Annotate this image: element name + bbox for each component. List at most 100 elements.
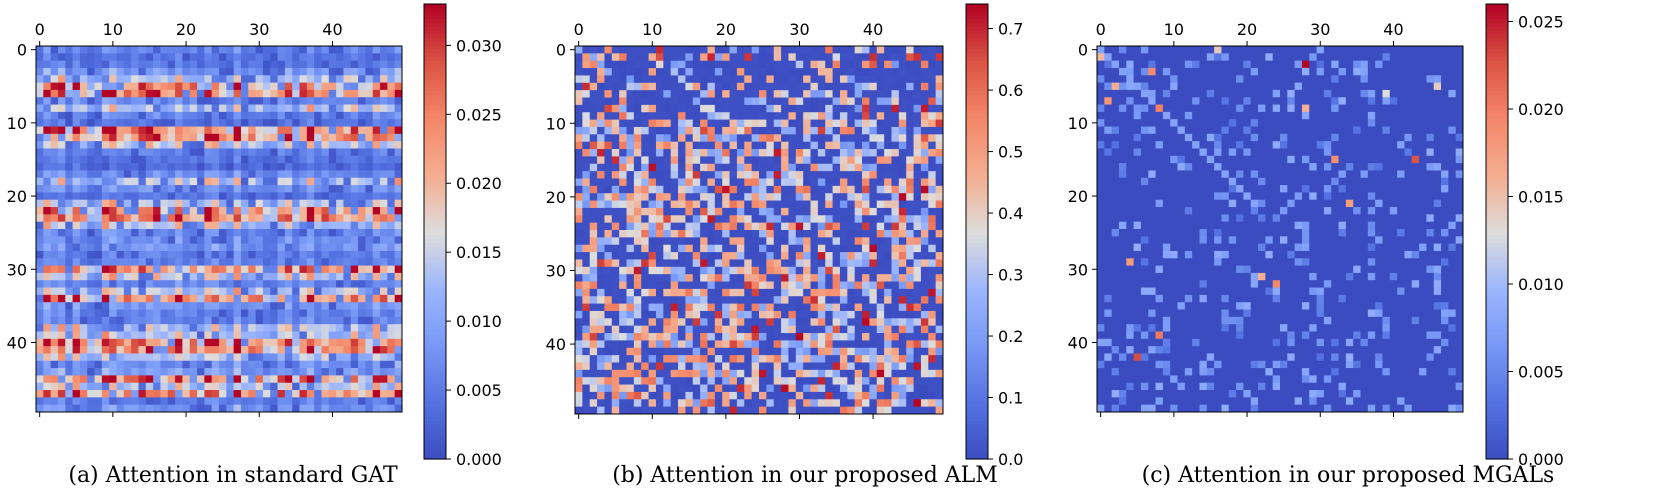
heatmap-cell <box>109 133 117 142</box>
heatmap-cell <box>663 237 672 246</box>
heatmap-cell <box>884 112 892 120</box>
heatmap-cell <box>240 214 249 223</box>
heatmap-cell <box>803 90 811 98</box>
heatmap-cell <box>94 199 103 208</box>
heatmap-cell <box>72 331 81 340</box>
heatmap-cell <box>589 266 598 275</box>
heatmap-cell <box>328 287 337 296</box>
heatmap-cell <box>678 259 686 268</box>
heatmap-cell <box>928 112 937 120</box>
heatmap-cell <box>387 163 396 171</box>
heatmap-cell <box>810 252 819 260</box>
heatmap-cell <box>619 46 627 54</box>
heatmap-cell <box>655 193 664 201</box>
heatmap-cell <box>109 368 117 376</box>
heatmap-cell <box>839 156 848 165</box>
heatmap-cell <box>707 178 716 187</box>
heatmap-cell <box>87 368 95 376</box>
heatmap-cell <box>648 171 657 179</box>
heatmap-cell <box>641 53 649 62</box>
heatmap-cell <box>626 252 635 260</box>
heatmap-cell <box>700 222 708 231</box>
heatmap-cell <box>611 325 620 334</box>
heatmap-cell <box>240 185 249 193</box>
heatmap-cell <box>79 82 88 91</box>
heatmap-cell <box>72 89 81 98</box>
heatmap-cell <box>663 215 672 224</box>
heatmap-cell <box>744 46 753 54</box>
heatmap-cell <box>898 185 907 194</box>
heatmap-cell <box>167 390 176 398</box>
heatmap-cell <box>920 193 929 201</box>
heatmap-cell <box>810 244 819 253</box>
heatmap-cell <box>358 141 366 149</box>
heatmap-cell <box>343 258 352 266</box>
heatmap-cell <box>262 316 271 325</box>
heatmap-cell <box>935 75 944 84</box>
heatmap-cell <box>36 75 44 83</box>
colorbar-segment <box>424 314 446 320</box>
heatmap-cell <box>611 384 620 393</box>
heatmap-cell <box>101 119 110 127</box>
heatmap-cell <box>729 90 738 98</box>
heatmap-cell <box>387 214 396 223</box>
heatmap-cell <box>109 302 117 310</box>
heatmap-cell <box>597 207 605 216</box>
heatmap-cell <box>847 75 856 84</box>
heatmap-cell <box>626 207 635 216</box>
colorbar-segment <box>424 19 446 24</box>
heatmap-cell <box>626 112 635 120</box>
heatmap-cell <box>240 265 249 274</box>
heatmap-cell <box>648 362 657 371</box>
heatmap-cell <box>626 318 635 327</box>
heatmap-cell <box>736 75 745 84</box>
heatmap-cell <box>358 280 366 288</box>
heatmap-cell <box>204 324 213 332</box>
heatmap-cell <box>663 259 672 268</box>
colorbar-segment <box>424 223 446 229</box>
heatmap-cell <box>913 126 922 135</box>
heatmap-cell <box>611 104 620 113</box>
heatmap-cell <box>65 229 73 237</box>
heatmap-cell <box>94 353 103 362</box>
heatmap-cell <box>380 111 388 120</box>
heatmap-cell <box>913 141 922 150</box>
heatmap-cell <box>233 221 242 230</box>
heatmap-cell <box>87 316 95 325</box>
heatmap-cell <box>795 347 804 356</box>
heatmap-cell <box>869 347 878 356</box>
heatmap-cell <box>233 46 242 54</box>
heatmap-cell <box>394 207 403 215</box>
heatmap-cell <box>626 296 635 304</box>
heatmap-cell <box>211 155 220 164</box>
heatmap-cell <box>240 207 249 215</box>
heatmap-cell <box>891 60 900 69</box>
heatmap-cell <box>270 126 278 135</box>
heatmap-cell <box>79 272 88 281</box>
heatmap-cell <box>248 163 256 171</box>
heatmap-cell <box>116 258 125 266</box>
heatmap-cell <box>204 265 213 274</box>
heatmap-cell <box>619 185 627 194</box>
heatmap-cell <box>685 325 694 334</box>
heatmap-cell <box>766 369 775 378</box>
heatmap-cell <box>138 82 147 91</box>
heatmap-cell <box>240 280 249 288</box>
heatmap-cell <box>160 390 169 398</box>
heatmap-cell <box>692 75 701 84</box>
heatmap-cell <box>248 221 256 230</box>
heatmap-cell <box>204 272 213 281</box>
heatmap-cell <box>678 310 686 319</box>
heatmap-cell <box>648 156 657 165</box>
heatmap-cell <box>394 397 403 406</box>
heatmap-cell <box>751 82 760 91</box>
heatmap-cell <box>380 324 388 332</box>
heatmap-cell <box>714 90 723 98</box>
heatmap-cell <box>685 171 694 179</box>
heatmap-cell <box>79 133 88 142</box>
heatmap-cell <box>197 163 205 171</box>
heatmap-cell <box>604 215 613 224</box>
heatmap-cell <box>123 89 132 98</box>
heatmap-cell <box>817 178 826 187</box>
heatmap-cell <box>160 353 169 362</box>
